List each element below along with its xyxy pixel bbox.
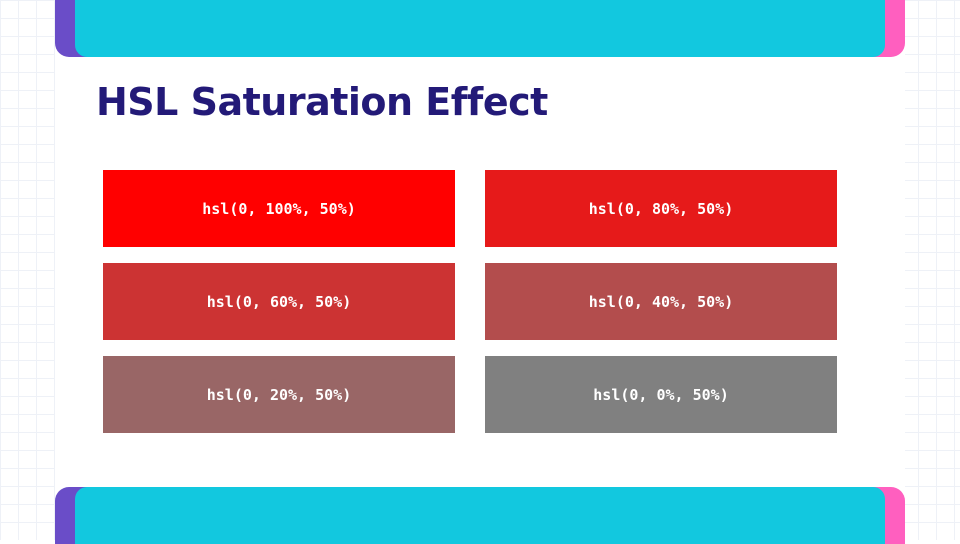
swatch-sat-80: hsl(0, 80%, 50%) [485, 170, 837, 247]
top-accent-bar [55, 0, 905, 57]
bottom-accent-bar [55, 487, 905, 544]
swatch-sat-20: hsl(0, 20%, 50%) [103, 356, 455, 433]
slide-title: HSL Saturation Effect [96, 80, 548, 124]
bottom-bar-middle [75, 487, 885, 544]
swatch-sat-40: hsl(0, 40%, 50%) [485, 263, 837, 340]
swatch-sat-100: hsl(0, 100%, 50%) [103, 170, 455, 247]
swatch-sat-60: hsl(0, 60%, 50%) [103, 263, 455, 340]
top-bar-middle [75, 0, 885, 57]
swatch-grid: hsl(0, 100%, 50%) hsl(0, 80%, 50%) hsl(0… [103, 170, 837, 433]
swatch-sat-0: hsl(0, 0%, 50%) [485, 356, 837, 433]
